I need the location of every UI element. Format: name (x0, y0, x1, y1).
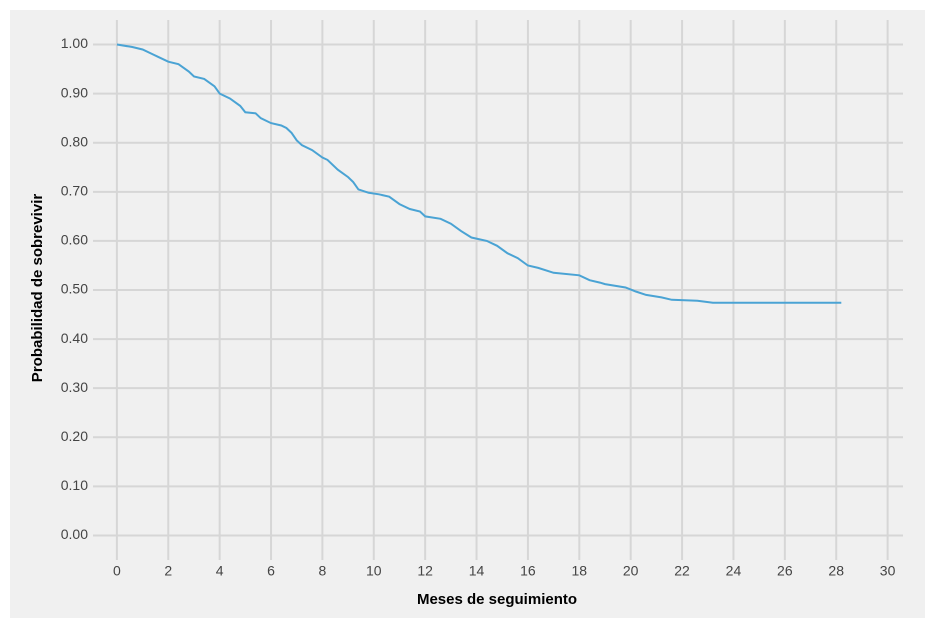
x-tick-label: 4 (216, 563, 224, 579)
x-axis-label: Meses de seguimiento (417, 591, 577, 608)
y-axis-label: Probabilidad de sobrevivir (29, 194, 46, 383)
y-tick-label: 1.00 (61, 35, 88, 51)
survival-line (116, 43, 842, 304)
y-tick-label: 0.10 (61, 477, 88, 493)
y-tick-label: 0.20 (61, 428, 88, 444)
x-tick-label: 30 (880, 563, 896, 579)
y-tick-label: 0.40 (61, 330, 88, 346)
x-tick-label: 12 (417, 563, 433, 579)
x-tick-label: 8 (319, 563, 327, 579)
y-tick-label: 0.00 (61, 526, 88, 542)
x-tick-label: 22 (674, 563, 690, 579)
x-tick-label: 20 (623, 563, 639, 579)
x-tick-label: 0 (113, 563, 121, 579)
y-tick-label: 0.50 (61, 281, 88, 297)
x-tick-label: 28 (828, 563, 844, 579)
y-tick-label: 0.70 (61, 183, 88, 199)
x-tick-label: 16 (520, 563, 536, 579)
y-tick-label: 0.60 (61, 232, 88, 248)
x-tick-label: 14 (469, 563, 485, 579)
y-tick-label: 0.90 (61, 84, 88, 100)
y-tick-label: 0.30 (61, 379, 88, 395)
x-tick-label: 24 (726, 563, 742, 579)
x-tick-label: 6 (267, 563, 275, 579)
x-tick-label: 2 (164, 563, 172, 579)
x-tick-label: 10 (366, 563, 382, 579)
x-tick-label: 26 (777, 563, 793, 579)
x-tick-label: 18 (572, 563, 588, 579)
background (10, 10, 925, 618)
y-tick-label: 0.80 (61, 133, 88, 149)
